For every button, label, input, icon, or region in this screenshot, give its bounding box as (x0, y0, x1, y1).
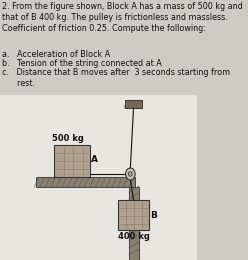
Bar (0, 95, 197, 260)
Text: a.   Acceleration of Block A: a. Acceleration of Block A (2, 50, 111, 59)
Bar (54, 145, 90, 177)
Circle shape (128, 172, 132, 176)
Text: A: A (92, 155, 98, 164)
Text: b.   Tension of the string connected at A: b. Tension of the string connected at A (2, 59, 162, 68)
Text: B: B (150, 211, 157, 219)
Bar (119, 200, 149, 230)
Text: c.   Distance that B moves after  3 seconds starting from
      rest.: c. Distance that B moves after 3 seconds… (2, 68, 230, 88)
Text: 400 kg: 400 kg (118, 232, 150, 241)
Bar (125, 100, 142, 108)
Text: 500 kg: 500 kg (53, 134, 84, 143)
Text: 2. From the figure shown, Block A has a mass of 500 kg and
that of B 400 kg. The: 2. From the figure shown, Block A has a … (2, 2, 243, 33)
Bar (129, 187, 139, 260)
Circle shape (125, 168, 135, 180)
Bar (36, 177, 135, 187)
